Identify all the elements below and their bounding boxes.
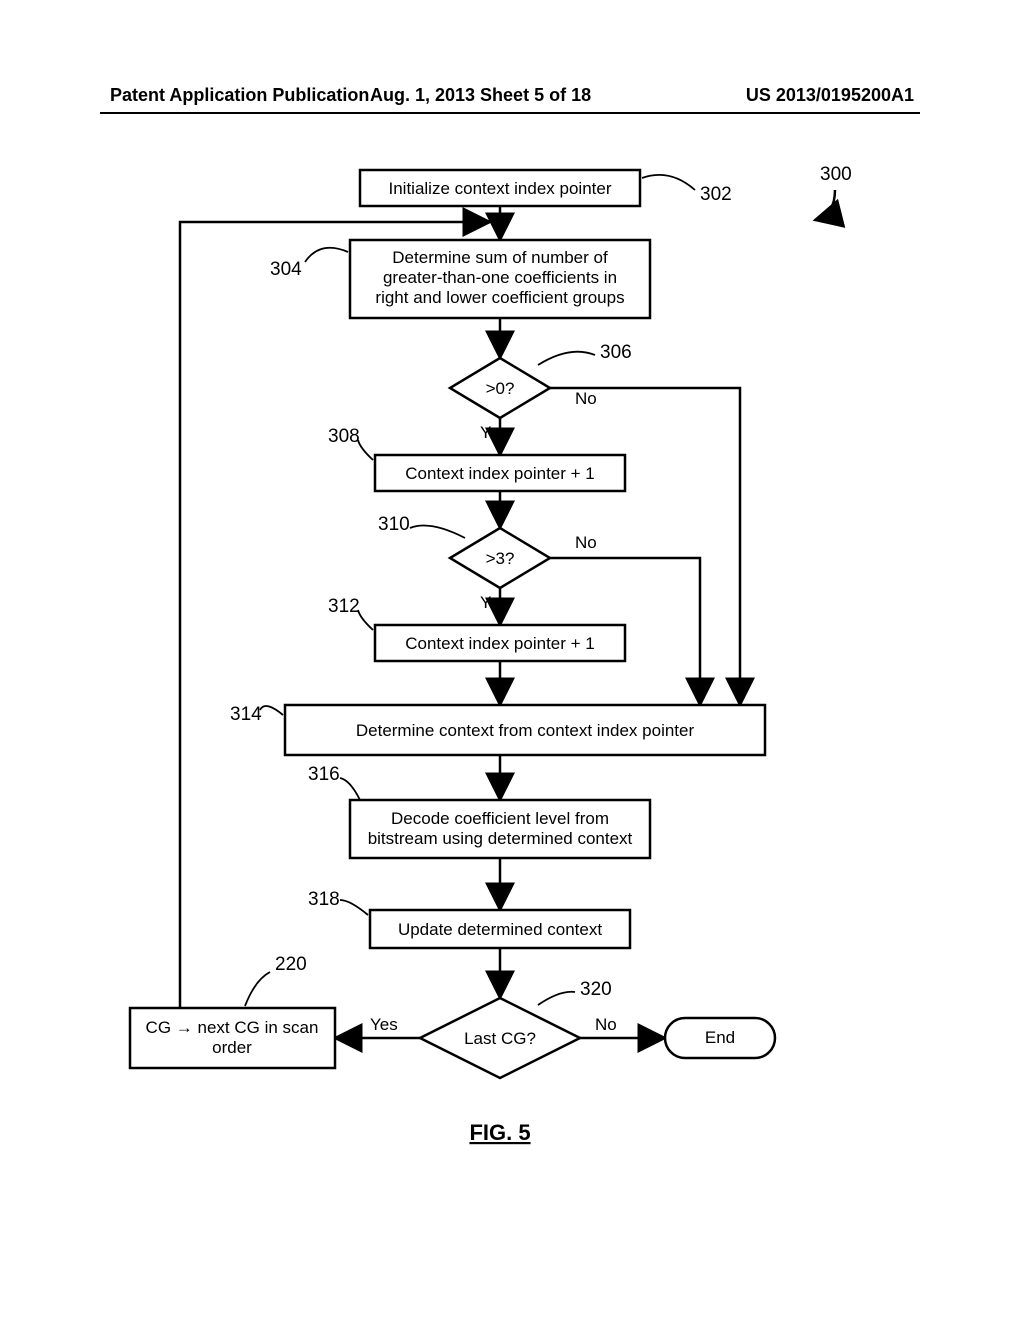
leader-314 <box>260 706 283 715</box>
leader-302 <box>642 175 695 190</box>
node-306-label: >0? <box>486 379 515 398</box>
node-220-l1: CG → next CG in scan <box>146 1018 319 1037</box>
node-310-label: >3? <box>486 549 515 568</box>
node-320-label: Last CG? <box>464 1029 536 1048</box>
d310-yes: Yes <box>480 593 508 612</box>
ref-308: 308 <box>328 426 360 447</box>
leader-312 <box>358 610 373 630</box>
ref-306: 306 <box>600 342 632 363</box>
ref-310: 310 <box>378 514 410 535</box>
node-314-label: Determine context from context index poi… <box>356 721 695 740</box>
leader-220 <box>245 972 270 1006</box>
ref-318: 318 <box>308 889 340 910</box>
leader-306 <box>538 352 595 365</box>
node-304-l2: greater-than-one coefficients in <box>383 268 617 287</box>
node-312-label: Context index pointer + 1 <box>405 634 594 653</box>
header-rule <box>100 112 920 114</box>
node-308-label: Context index pointer + 1 <box>405 464 594 483</box>
ref-320: 320 <box>580 979 612 1000</box>
node-end-label: End <box>705 1028 735 1047</box>
node-302-label: Initialize context index pointer <box>388 179 611 198</box>
d310-no: No <box>575 533 597 552</box>
d320-no: No <box>595 1015 617 1034</box>
node-316-l1: Decode coefficient level from <box>391 809 609 828</box>
leader-316 <box>340 778 360 800</box>
ref-220: 220 <box>275 954 307 975</box>
d306-no: No <box>575 389 597 408</box>
ref-312: 312 <box>328 596 360 617</box>
header-mid: Aug. 1, 2013 Sheet 5 of 18 <box>370 85 591 106</box>
ref-304: 304 <box>270 259 302 280</box>
ref-314: 314 <box>230 704 262 725</box>
d320-yes: Yes <box>370 1015 398 1034</box>
ref-316: 316 <box>308 764 340 785</box>
node-304-l3: right and lower coefficient groups <box>375 288 624 307</box>
ref-302: 302 <box>700 184 732 205</box>
leader-304 <box>305 248 348 262</box>
leader-320 <box>538 992 575 1005</box>
ref-300: 300 <box>820 164 852 185</box>
leader-318 <box>340 900 368 915</box>
flowchart: Initialize context index pointer 302 300… <box>60 140 960 1280</box>
header-right: US 2013/0195200A1 <box>746 85 914 106</box>
leader-310 <box>410 526 465 538</box>
node-316-l2: bitstream using determined context <box>368 829 633 848</box>
figure-label: FIG. 5 <box>469 1120 530 1145</box>
leader-300 <box>815 190 835 220</box>
node-304-l1: Determine sum of number of <box>392 248 608 267</box>
d306-yes: Yes <box>480 423 508 442</box>
leader-308 <box>358 440 373 460</box>
header-left: Patent Application Publication <box>110 85 369 106</box>
node-318-label: Update determined context <box>398 920 602 939</box>
node-220-l2: order <box>212 1038 252 1057</box>
